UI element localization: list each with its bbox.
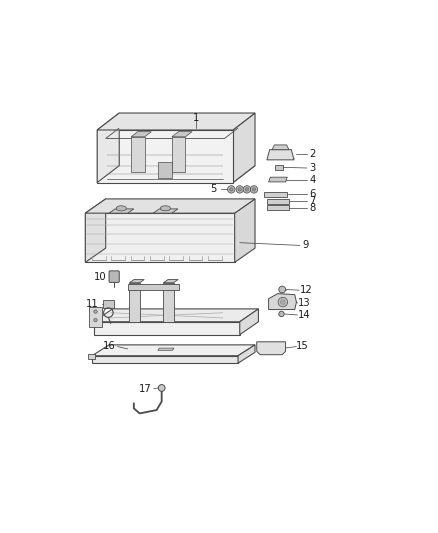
Polygon shape bbox=[92, 345, 255, 356]
Polygon shape bbox=[235, 199, 255, 262]
Circle shape bbox=[94, 310, 97, 313]
Circle shape bbox=[252, 188, 256, 191]
Polygon shape bbox=[131, 137, 145, 172]
Polygon shape bbox=[172, 132, 192, 137]
Polygon shape bbox=[129, 282, 140, 322]
Polygon shape bbox=[153, 209, 178, 213]
Polygon shape bbox=[92, 356, 238, 363]
Polygon shape bbox=[85, 199, 106, 262]
Polygon shape bbox=[268, 294, 297, 310]
Text: 9: 9 bbox=[303, 240, 309, 251]
Text: 11: 11 bbox=[86, 299, 99, 309]
Polygon shape bbox=[103, 300, 114, 308]
Polygon shape bbox=[97, 113, 119, 183]
Polygon shape bbox=[172, 137, 185, 172]
Circle shape bbox=[230, 188, 233, 191]
Polygon shape bbox=[233, 113, 255, 183]
Circle shape bbox=[250, 185, 258, 193]
Polygon shape bbox=[94, 322, 240, 335]
Text: 7: 7 bbox=[310, 196, 316, 206]
Polygon shape bbox=[158, 162, 172, 177]
Text: 8: 8 bbox=[310, 203, 316, 213]
Circle shape bbox=[279, 311, 284, 317]
Text: 12: 12 bbox=[300, 285, 312, 295]
Text: 5: 5 bbox=[210, 184, 217, 195]
Polygon shape bbox=[97, 113, 255, 130]
Ellipse shape bbox=[160, 206, 170, 211]
Text: 2: 2 bbox=[310, 149, 316, 159]
Text: 6: 6 bbox=[310, 189, 316, 199]
Polygon shape bbox=[97, 166, 255, 183]
Circle shape bbox=[238, 188, 241, 191]
Polygon shape bbox=[129, 279, 144, 282]
Text: 14: 14 bbox=[298, 310, 311, 320]
Circle shape bbox=[280, 300, 285, 304]
Circle shape bbox=[158, 385, 165, 391]
Polygon shape bbox=[109, 209, 134, 213]
Polygon shape bbox=[88, 354, 95, 359]
Text: 4: 4 bbox=[310, 175, 316, 185]
FancyBboxPatch shape bbox=[109, 271, 119, 282]
Polygon shape bbox=[158, 348, 174, 350]
Polygon shape bbox=[163, 279, 178, 282]
Circle shape bbox=[243, 185, 251, 193]
Text: 16: 16 bbox=[102, 341, 116, 351]
Polygon shape bbox=[257, 342, 286, 354]
Polygon shape bbox=[97, 130, 233, 183]
Polygon shape bbox=[85, 199, 255, 213]
Text: 3: 3 bbox=[310, 163, 316, 173]
Polygon shape bbox=[128, 285, 179, 289]
Text: 15: 15 bbox=[296, 341, 309, 351]
Circle shape bbox=[245, 188, 249, 191]
Polygon shape bbox=[268, 177, 287, 182]
Circle shape bbox=[278, 297, 288, 307]
Bar bbox=[275, 165, 283, 170]
Polygon shape bbox=[264, 192, 287, 197]
Polygon shape bbox=[272, 145, 289, 150]
Text: 10: 10 bbox=[94, 272, 107, 281]
Polygon shape bbox=[267, 205, 289, 210]
Polygon shape bbox=[131, 132, 151, 137]
Ellipse shape bbox=[116, 206, 127, 211]
Text: 1: 1 bbox=[192, 113, 199, 123]
Polygon shape bbox=[85, 213, 235, 262]
Polygon shape bbox=[88, 306, 102, 327]
Polygon shape bbox=[267, 199, 289, 204]
Polygon shape bbox=[267, 150, 294, 160]
Polygon shape bbox=[240, 309, 258, 335]
Text: 17: 17 bbox=[139, 384, 152, 394]
Polygon shape bbox=[163, 282, 173, 322]
Text: 13: 13 bbox=[298, 298, 311, 308]
Circle shape bbox=[94, 318, 97, 322]
Circle shape bbox=[227, 185, 235, 193]
Circle shape bbox=[279, 286, 286, 293]
Polygon shape bbox=[238, 345, 255, 363]
Circle shape bbox=[236, 185, 244, 193]
Polygon shape bbox=[94, 309, 258, 322]
